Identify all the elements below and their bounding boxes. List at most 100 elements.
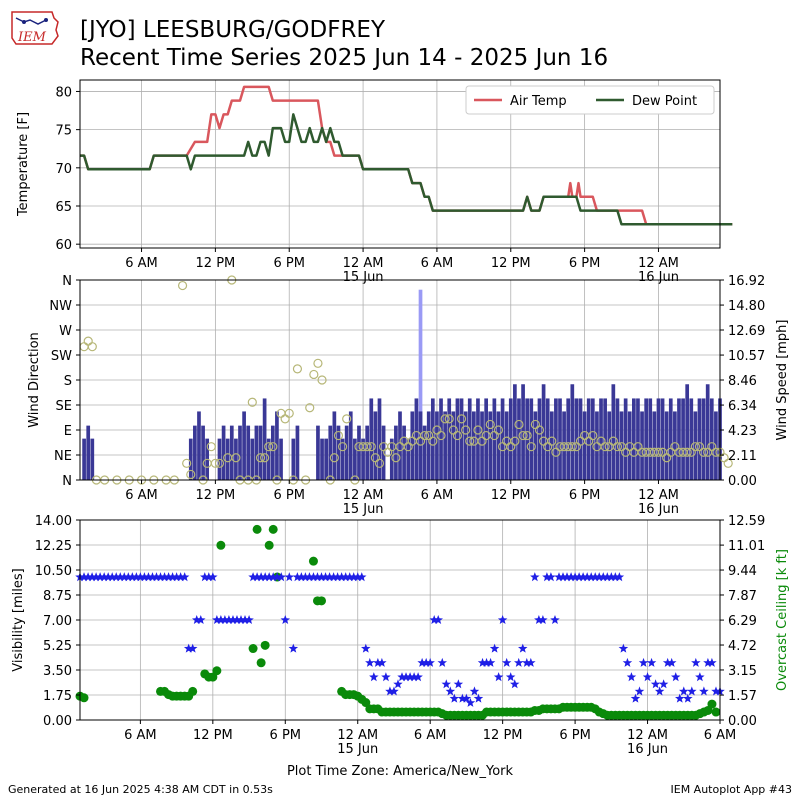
visibility-point [691,657,701,667]
y-tick-label: NE [54,449,72,464]
wind-speed-bar [229,425,234,480]
wind-speed-bar [246,425,251,480]
wind-speed-bar [353,438,357,480]
visibility-point [151,572,162,582]
wind-direction-point [465,436,475,446]
wind-direction-point [206,442,216,452]
visibility-point [497,615,508,624]
wind-direction-point [485,419,495,430]
wind-direction-point [337,442,348,452]
x-tick-label: 12 PM [491,256,531,271]
visibility-point [119,572,129,582]
x-tick-label: 12 AM [343,488,384,503]
visibility-point [654,686,665,696]
wind-speed-bar [262,398,267,480]
wind-speed-bar [430,398,435,480]
visibility-point [83,572,93,582]
wind-speed-bar [480,411,484,480]
wind-speed-bar [599,398,603,480]
visibility-point [421,657,431,667]
visibility-point [373,657,383,667]
visibility-point [260,572,270,582]
visibility-point [433,615,443,624]
wind-direction-point [210,458,220,468]
visibility-point [594,572,604,582]
visibility-point [445,686,456,696]
visibility-point [441,679,451,689]
wind-direction-point [313,358,323,368]
y-tick-label-right: 0.00 [728,714,757,729]
visibility-point [208,572,218,582]
logo-text: IEM [17,30,47,45]
visibility-point [393,679,403,689]
wind-direction-point [309,369,319,380]
wind-speed-bar [193,425,197,480]
ceiling-point [317,596,327,606]
wind-speed-bar [225,438,230,480]
wind-speed-bar [254,425,259,480]
visibility-point [679,686,689,696]
wind-direction-point [493,425,504,435]
visibility-point [650,679,661,689]
x-tick-label: 6 AM [421,488,454,503]
visibility-point [590,572,600,582]
wind-speed-bar [636,398,640,480]
visibility-point [159,572,170,582]
wind-speed-bar [488,411,493,480]
wind-speed-bar [570,384,575,480]
visibility-point [562,572,572,582]
x-tick-label: 6 AM [414,728,447,743]
wind-direction-point [653,447,664,457]
y-tick-label-right: 0.00 [728,474,757,489]
x-tick-date-label: 16 Jun [638,270,679,285]
visibility-point [622,657,633,667]
visibility-point [216,615,226,624]
wind-direction-point [436,430,446,441]
visibility-point [361,643,371,653]
visibility-point [626,672,637,682]
visibility-point [602,572,613,582]
x-tick-label: 6 AM [124,728,157,743]
wind-speed-bar [201,425,205,480]
visibility-point [510,679,520,689]
wind-speed-bar [582,411,587,480]
y-tick-label-right: 11.01 [728,539,765,554]
visibility-point [123,572,134,582]
wind-speed-bar [435,411,439,480]
wind-speed-bar [472,411,476,480]
visibility-point [449,693,460,703]
wind-direction-point [333,430,344,441]
visibility-point [586,572,596,582]
wind-speed-bar [86,425,91,480]
visibility-point [204,572,214,582]
wind-direction-point [420,430,430,441]
wind-speed-bar [709,398,714,480]
wind-direction-point [526,442,536,452]
x-tick-label: 12 PM [483,728,523,743]
wind-direction-point [280,414,290,424]
visibility-point [365,657,375,667]
visibility-point [401,672,411,682]
visibility-point [312,572,323,582]
y-tick-label: 10.50 [35,564,72,579]
wind-speed-bar [332,411,337,480]
x-tick-date-label: 15 Jun [343,270,384,285]
y-tick-label-right: 4.23 [728,424,757,439]
visibility-point [425,657,435,667]
y-tick-label-right: 7.87 [728,589,757,604]
visibility-point [304,572,315,582]
y-tick-label: N [62,474,72,489]
visibility-point [469,686,480,696]
wind-direction-point [698,447,709,457]
visibility-point [139,572,150,582]
y-tick-label: 3.50 [43,664,72,679]
x-tick-label: 6 PM [569,488,600,503]
y-axis-label-temperature: Temperature [F] [16,112,31,217]
visibility-point [256,572,266,582]
visibility-point [646,657,657,667]
ceiling-point [308,556,318,566]
visibility-point [377,657,387,667]
visibility-point [284,572,295,582]
visibility-point [699,686,709,696]
visibility-point [505,672,516,682]
